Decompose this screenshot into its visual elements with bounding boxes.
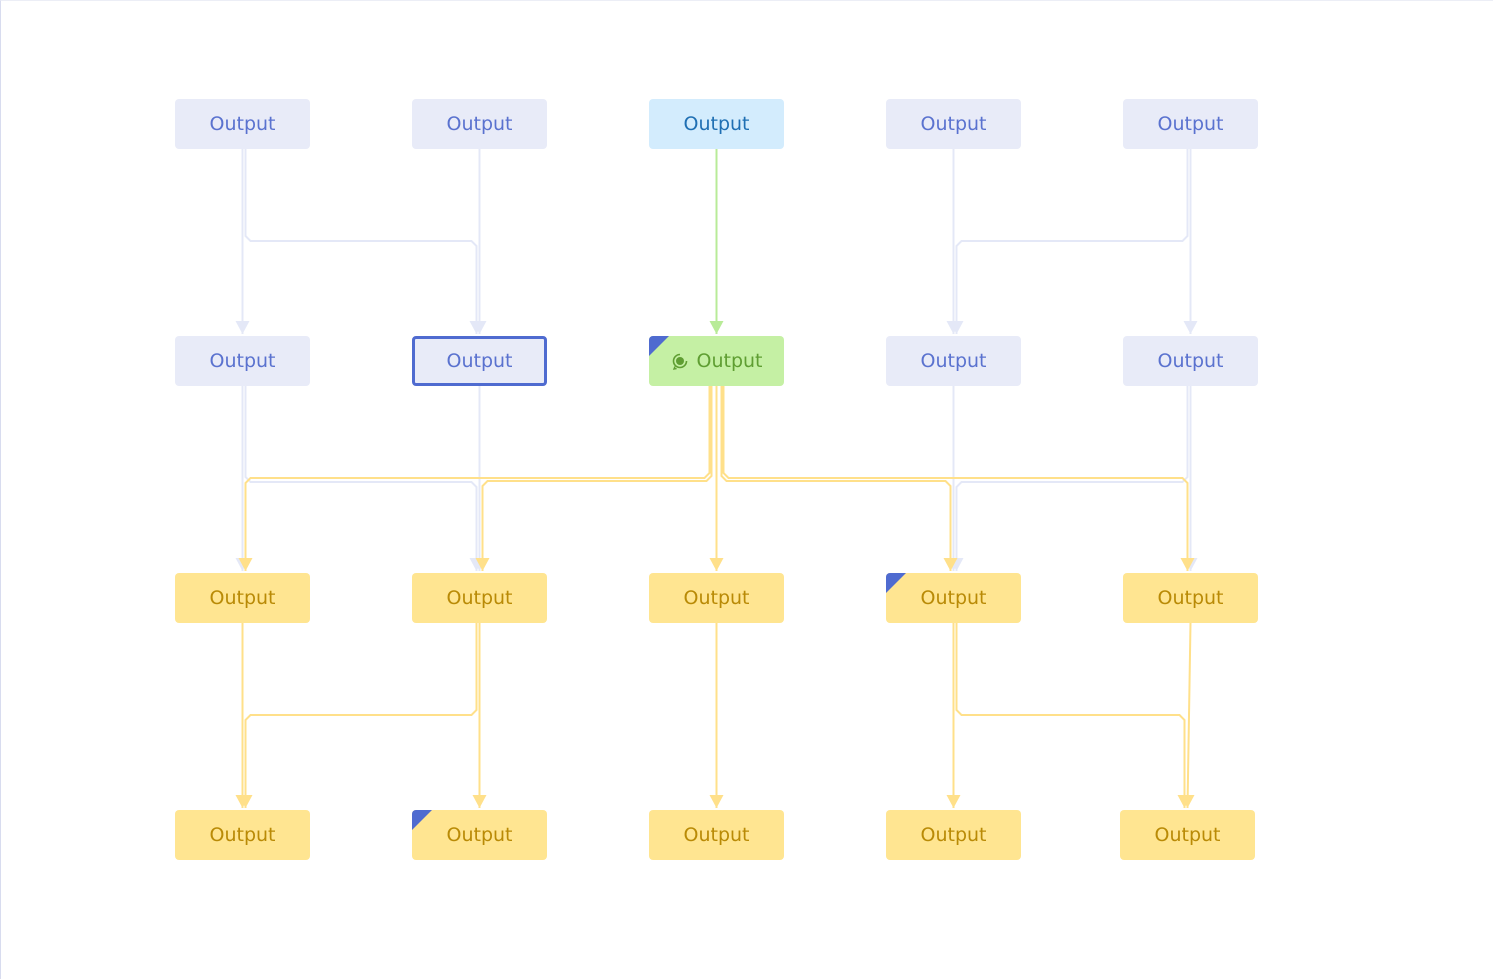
node-label: Output xyxy=(209,113,276,135)
node-label: Output xyxy=(1157,587,1224,609)
node-label: Output xyxy=(683,824,750,846)
node-n03[interactable]: Output xyxy=(886,99,1021,149)
node-n01[interactable]: Output xyxy=(412,99,547,149)
node-label: Output xyxy=(683,587,750,609)
node-label: Output xyxy=(446,350,513,372)
node-n31[interactable]: Output xyxy=(412,810,547,860)
node-label: Output xyxy=(1154,824,1221,846)
node-n34[interactable]: Output xyxy=(1120,810,1255,860)
arrowhead-icon xyxy=(472,795,487,808)
arrowhead-icon xyxy=(1180,795,1195,808)
node-n22[interactable]: Output xyxy=(649,573,784,623)
edge-n10-n21 xyxy=(244,386,478,571)
corner-marker xyxy=(886,573,906,593)
arrowhead-icon xyxy=(709,321,724,334)
edge-n04-n13 xyxy=(955,149,1189,334)
edge-n00-n11 xyxy=(244,149,478,334)
node-n02[interactable]: Output xyxy=(649,99,784,149)
corner-marker xyxy=(412,810,432,830)
arrowhead-icon xyxy=(1183,321,1198,334)
edge-n14-n23 xyxy=(955,386,1189,571)
edge-n12-n21 xyxy=(481,386,713,571)
node-label: Output xyxy=(209,824,276,846)
node-label: Output xyxy=(920,824,987,846)
edge-n12-n20 xyxy=(244,386,711,571)
arrowhead-icon xyxy=(238,795,253,808)
node-n10[interactable]: Output xyxy=(175,336,310,386)
node-n23[interactable]: Output xyxy=(886,573,1021,623)
arrowhead-icon xyxy=(472,321,487,334)
node-n21[interactable]: Output xyxy=(412,573,547,623)
node-label: Output xyxy=(209,587,276,609)
node-n20[interactable]: Output xyxy=(175,573,310,623)
node-n13[interactable]: Output xyxy=(886,336,1021,386)
node-label: Output xyxy=(446,113,513,135)
edge-n12-n24 xyxy=(722,386,1189,571)
arrowhead-icon xyxy=(238,558,253,571)
node-label: Output xyxy=(446,824,513,846)
edge-n12-n23 xyxy=(720,386,952,571)
node-n04[interactable]: Output xyxy=(1123,99,1258,149)
node-label: Output xyxy=(920,587,987,609)
node-n11[interactable]: Output xyxy=(412,336,547,386)
node-n24[interactable]: Output xyxy=(1123,573,1258,623)
arrowhead-icon xyxy=(949,321,964,334)
edge-n21-n30 xyxy=(244,623,478,808)
node-n33[interactable]: Output xyxy=(886,810,1021,860)
node-label: Output xyxy=(209,350,276,372)
node-n30[interactable]: Output xyxy=(175,810,310,860)
node-label: Output xyxy=(1157,113,1224,135)
node-label: Output xyxy=(446,587,513,609)
arrowhead-icon xyxy=(1180,558,1195,571)
node-label: Output xyxy=(696,350,763,372)
node-n14[interactable]: Output xyxy=(1123,336,1258,386)
node-label: Output xyxy=(683,113,750,135)
node-n00[interactable]: Output xyxy=(175,99,310,149)
edge-n23-n34 xyxy=(955,623,1186,808)
arrowhead-icon xyxy=(943,558,958,571)
target-refresh-icon xyxy=(671,352,689,370)
arrowhead-icon xyxy=(709,795,724,808)
arrowhead-icon xyxy=(475,558,490,571)
node-label: Output xyxy=(1157,350,1224,372)
arrowhead-icon xyxy=(946,795,961,808)
node-label: Output xyxy=(920,113,987,135)
arrowhead-icon xyxy=(235,321,250,334)
node-n12[interactable]: Output xyxy=(649,336,784,386)
node-label: Output xyxy=(920,350,987,372)
edge-n24-n34 xyxy=(1186,622,1192,809)
arrowhead-icon xyxy=(709,558,724,571)
node-n32[interactable]: Output xyxy=(649,810,784,860)
corner-marker xyxy=(649,336,669,356)
